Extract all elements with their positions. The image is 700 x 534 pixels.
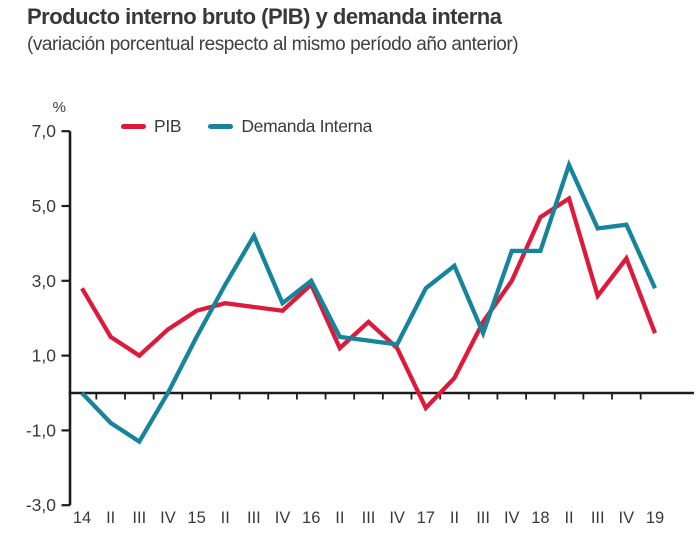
x-axis-label: II xyxy=(221,509,230,527)
y-axis-tick-label: 1,0 xyxy=(32,346,57,366)
x-axis-label: IV xyxy=(389,509,405,527)
x-axis-label: 15 xyxy=(187,509,205,527)
y-axis-tick-label: 5,0 xyxy=(32,196,57,216)
demanda-interna-legend-label: Demanda Interna xyxy=(241,116,373,136)
chart-title: Producto interno bruto (PIB) y demanda i… xyxy=(27,4,502,29)
y-axis-tick-label: -3,0 xyxy=(26,495,56,515)
y-axis-unit-label: % xyxy=(53,99,66,116)
legend: PIB Demanda Interna xyxy=(121,116,372,137)
x-axis-label: 17 xyxy=(417,509,435,527)
x-axis-label: 18 xyxy=(531,509,549,527)
y-axis-tick-label: 3,0 xyxy=(32,271,57,291)
pib-line-swatch xyxy=(121,123,146,130)
x-axis-label: III xyxy=(362,509,376,527)
x-axis-label: II xyxy=(450,509,459,527)
demanda-interna-line xyxy=(80,159,657,445)
x-axis-label: III xyxy=(247,509,261,527)
x-axis-label: 14 xyxy=(73,509,91,527)
x-axis-label: III xyxy=(476,509,490,527)
y-axis-tick-label: 7,0 xyxy=(32,121,57,141)
x-axis-label: IV xyxy=(504,509,520,527)
x-axis-label: IV xyxy=(619,509,635,527)
pib-line xyxy=(80,195,658,412)
pib-legend-label: PIB xyxy=(154,116,182,136)
y-axis-tick-label: -1,0 xyxy=(26,420,56,440)
x-axis-label: 16 xyxy=(302,509,320,527)
x-axis-label: IV xyxy=(160,509,176,527)
x-axis-label: II xyxy=(564,509,573,527)
x-axis-label: III xyxy=(132,509,146,527)
legend-item-demanda-interna: Demanda Interna xyxy=(208,116,372,137)
demanda-interna-line-swatch xyxy=(208,123,234,130)
x-axis-label: III xyxy=(591,509,605,527)
x-axis-label: 19 xyxy=(646,509,664,527)
legend-item-pib: PIB xyxy=(121,116,182,137)
x-axis-label: II xyxy=(106,509,115,527)
chart-subtitle: (variación porcentual respecto al mismo … xyxy=(27,34,519,55)
x-axis-label: IV xyxy=(275,509,291,527)
x-axis-label: II xyxy=(335,509,344,527)
